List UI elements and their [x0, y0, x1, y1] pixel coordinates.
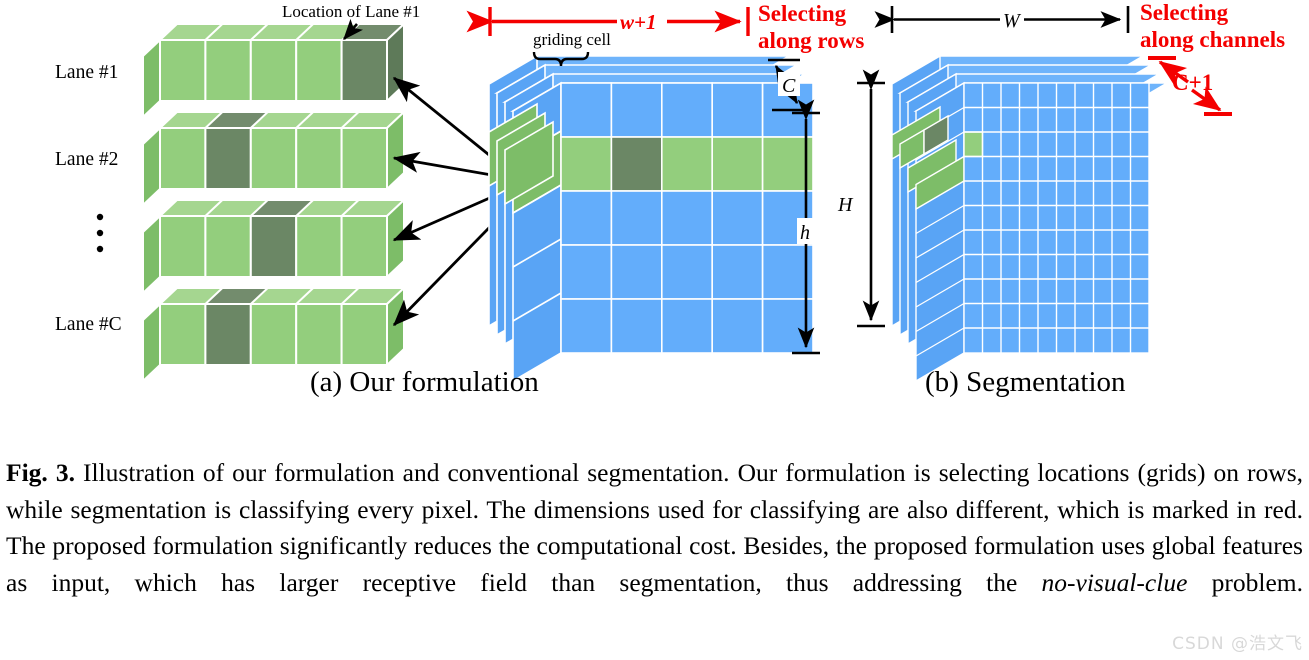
figure-diagram: Lane #1 Lane #2 Lane #C Location of Lane… [55, 0, 1286, 384]
panel-b-channel-dimension: C+1 [1148, 56, 1232, 116]
panel-a-width-label: w+1 [620, 10, 656, 34]
panel-a-height-label: h [800, 222, 810, 244]
griding-cell-brace [532, 51, 590, 67]
panel-a-depth-label: C [782, 75, 796, 97]
lane-bar-2 [142, 109, 407, 208]
griding-cell-label: griding cell [533, 30, 611, 49]
panel-b-selecting-line2: along channels [1140, 27, 1285, 52]
subcaption-b: (b) Segmentation [925, 366, 1126, 398]
panel-a-selecting-line2: along rows [758, 28, 864, 53]
lane-ellipsis [96, 213, 104, 253]
subcaption-a: (a) Our formulation [310, 366, 539, 398]
lane-bar-4 [142, 285, 407, 384]
panel-a-selecting-line1: Selecting [758, 1, 847, 26]
watermark-text: CSDN @浩文飞 [1172, 634, 1303, 654]
panel-b-width-dimension: W [874, 6, 1130, 33]
cube-b-front-face [963, 82, 1150, 354]
cube-a-front-face [560, 82, 814, 354]
lane-bar-1 [140, 21, 407, 120]
location-of-lane-label: Location of Lane #1 [282, 2, 420, 21]
lane-bar-3 [142, 197, 407, 296]
panel-b-cube [889, 54, 1170, 383]
lane-label-2: Lane #2 [55, 149, 118, 170]
panel-a-cube [486, 54, 816, 383]
lane-label-1: Lane #1 [55, 62, 118, 83]
panel-a-width-dimension: w+1 [466, 7, 750, 36]
figure-caption: Fig. 3. Illustration of our formulation … [6, 458, 1303, 597]
panel-b-width-label: W [1003, 10, 1022, 32]
panel-b-height-dimension: H [836, 69, 885, 328]
location-pointer-arrow [343, 18, 364, 40]
caption-block: Fig. 3. Illustration of our formulation … [0, 455, 1309, 601]
lane-bars-group [140, 21, 407, 384]
lane-label-3: Lane #C [55, 314, 122, 335]
panel-a-height-dimension: h [792, 99, 820, 355]
panel-b-height-label: H [837, 194, 854, 216]
panel-b-selecting-line1: Selecting [1140, 0, 1229, 25]
panel-b-channel-label: C+1 [1172, 70, 1213, 95]
